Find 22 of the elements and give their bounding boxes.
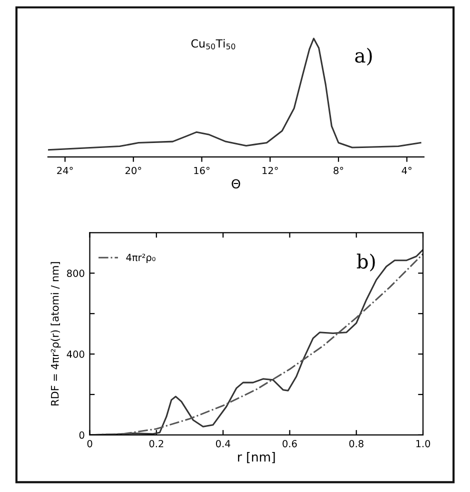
- x-tick-label: 0.6: [282, 440, 297, 448]
- x-tick-label: 20°: [125, 166, 142, 174]
- y-tick-label: 0: [79, 431, 84, 439]
- y-tick-label: 800: [67, 270, 84, 277]
- x-tick-label: 4°: [402, 166, 412, 174]
- y-tick-label: 400: [66, 350, 84, 358]
- x-tick-label: 8°: [334, 166, 344, 174]
- annotation: a): [355, 48, 372, 66]
- x-tick-label: 12°: [262, 166, 278, 174]
- annotation: Cu$_{50}$Ti$_{50}$: [191, 39, 236, 50]
- x-tick-label: 16°: [194, 166, 210, 174]
- annotation: b): [356, 254, 375, 272]
- x-axis-title: Θ: [232, 179, 240, 189]
- x-tick-label: 0.2: [149, 440, 164, 448]
- x-tick-label: 1.0: [416, 440, 430, 448]
- x-tick-label: 0: [87, 440, 92, 448]
- x-axis-title: r [nm]: [238, 452, 275, 464]
- x-tick-label: 0.4: [216, 440, 230, 448]
- legend-label: 4πr²ρ₀: [126, 254, 156, 264]
- x-tick-label: 0.8: [349, 440, 364, 448]
- y-axis-title: RDF = 4πr²ρ(r) [atomi / nm]: [50, 262, 61, 406]
- x-tick-label: 24°: [57, 166, 73, 174]
